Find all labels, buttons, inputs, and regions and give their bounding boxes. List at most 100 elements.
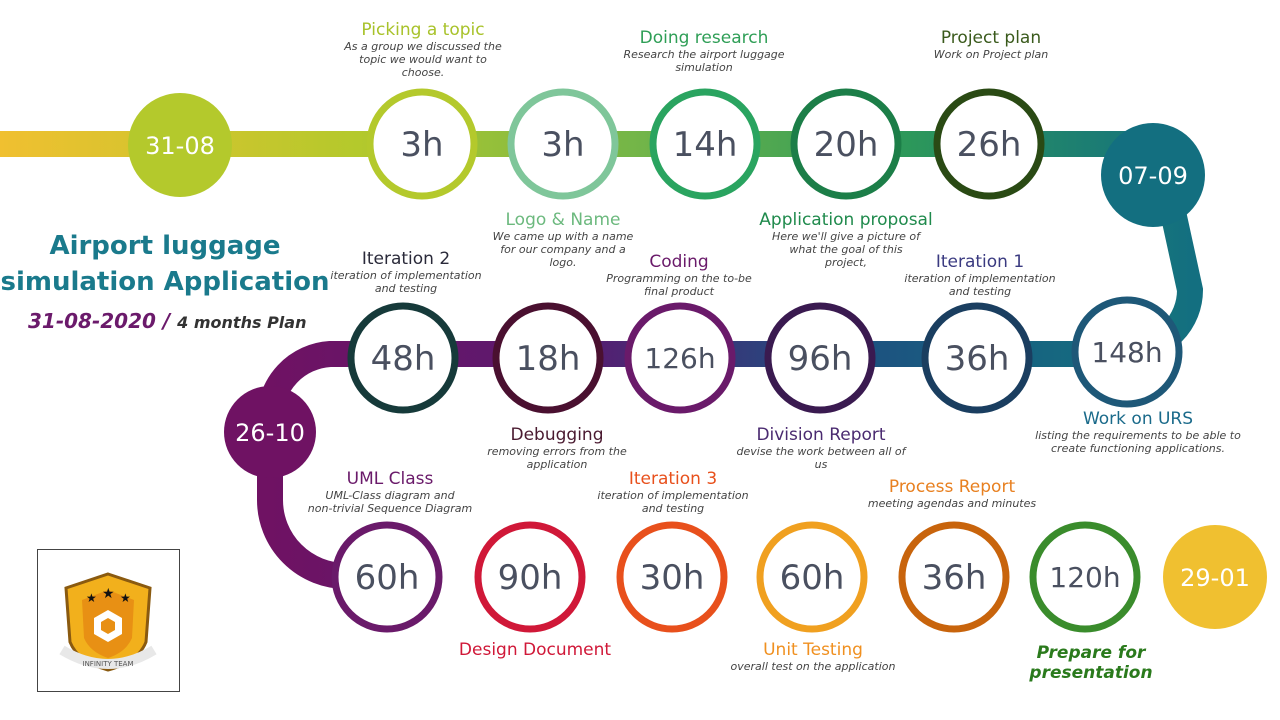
milestone-title: Iteration 3 xyxy=(628,469,718,489)
milestone-hours: 120h xyxy=(1049,561,1120,594)
milestone-title: Debugging xyxy=(510,425,604,445)
date-marker: 29-01 xyxy=(1163,525,1267,629)
milestone-ring xyxy=(898,521,1010,633)
milestone-description: Here we'll give a picture of what the goa… xyxy=(771,229,921,270)
milestone-label: Process Report meeting agendas and minute… xyxy=(867,478,1037,510)
milestone-ring xyxy=(1071,296,1183,408)
milestone-label: Work on URS listing the requirements to b… xyxy=(1035,409,1241,456)
milestone-title: Iteration 1 xyxy=(935,252,1025,272)
milestone-hours: 20h xyxy=(814,125,879,165)
milestone-title: Coding xyxy=(649,252,709,272)
milestone-description: Programming on the to-be final product xyxy=(606,271,752,299)
date-marker: 31-08 xyxy=(128,93,232,197)
milestone-title: Picking a topic xyxy=(361,20,485,40)
milestone-label: Application proposal Here we'll give a pi… xyxy=(759,210,933,270)
milestone: 3h xyxy=(507,88,619,200)
milestone: 126h xyxy=(624,302,736,414)
milestone-hours: 36h xyxy=(945,339,1010,379)
milestone-description: iteration of implementation and testing xyxy=(330,268,482,296)
page-title: Airport luggage simulation Application xyxy=(0,228,330,300)
date-marker: 26-10 xyxy=(224,386,316,478)
milestone-title: Application proposal xyxy=(759,210,933,230)
milestone-description: As a group we discussed the topic we woul… xyxy=(344,39,502,80)
date-label: 07-09 xyxy=(1118,162,1188,190)
milestone-hours: 126h xyxy=(644,342,715,375)
milestone-title: Prepare for presentation xyxy=(1029,643,1153,683)
milestone-label: Iteration 2 iteration of implementation an… xyxy=(330,250,482,296)
milestone-ring xyxy=(347,302,459,414)
milestone-description: Research the airport luggage simulation xyxy=(623,47,785,75)
milestone-label: Unit Testing overall test on the applicat… xyxy=(731,640,896,673)
milestone-ring xyxy=(756,521,868,633)
date-label: 26-10 xyxy=(235,419,305,447)
milestone: 14h xyxy=(649,88,761,200)
milestone-description: iteration of implementation and testing xyxy=(597,488,749,516)
milestone: 48h xyxy=(347,302,459,414)
milestone: 20h xyxy=(790,88,902,200)
milestone-description: devise the work between all of us xyxy=(736,444,906,472)
milestone-title: Project plan xyxy=(940,28,1042,48)
date-circle xyxy=(224,386,316,478)
milestone: 18h xyxy=(492,302,604,414)
milestone-label: Doing research Research the airport lugga… xyxy=(623,29,785,75)
milestone-description: UML-Class diagram and non-trivial Sequenc… xyxy=(307,488,473,516)
milestone-ring xyxy=(921,302,1033,414)
date-circle xyxy=(1163,525,1267,629)
milestone-title: Division Report xyxy=(756,425,886,445)
milestone: 148h xyxy=(1071,296,1183,408)
milestone-label: Debugging removing errors from the applica… xyxy=(487,425,627,472)
milestone-label: Project plan Work on Project plan xyxy=(934,28,1049,61)
milestone-description: removing errors from the application xyxy=(487,444,627,472)
milestone-hours: 18h xyxy=(516,339,581,379)
date-circle xyxy=(1101,123,1205,227)
milestone-label: Iteration 3 iteration of implementation an… xyxy=(597,469,749,516)
date-marker: 07-09 xyxy=(1101,123,1205,227)
milestone-label: Picking a topic As a group we discussed t… xyxy=(344,20,502,80)
milestone: 30h xyxy=(616,521,728,633)
milestone-title: Unit Testing xyxy=(763,640,863,660)
milestone-title: Design Document xyxy=(458,640,612,660)
milestone: 36h xyxy=(898,521,1010,633)
subtitle-plan: 4 months Plan xyxy=(177,313,307,332)
milestone-label: Division Report devise the work between a… xyxy=(736,425,906,472)
subtitle-date: 31-08-2020 / xyxy=(28,309,171,333)
milestone-ring xyxy=(764,302,876,414)
milestone-hours: 26h xyxy=(957,125,1022,165)
milestone-ring xyxy=(624,302,736,414)
milestone-description: iteration of implementation and testing xyxy=(904,271,1056,299)
milestone-hours: 3h xyxy=(541,125,584,165)
milestone-ring xyxy=(1029,521,1141,633)
milestone-title: Work on URS xyxy=(1082,409,1194,429)
milestone-hours: 148h xyxy=(1091,336,1162,369)
milestone-label: Iteration 1 iteration of implementation an… xyxy=(904,252,1056,299)
title-line2: simulation Application xyxy=(0,267,330,297)
milestone-hours: 60h xyxy=(780,558,845,598)
milestone-description: listing the requirements to be able to cr… xyxy=(1035,428,1241,456)
logo-text: INFINITY TEAM xyxy=(83,660,134,668)
milestone: 60h xyxy=(756,521,868,633)
milestone-hours: 36h xyxy=(922,558,987,598)
milestone: 90h xyxy=(474,521,586,633)
milestone-ring xyxy=(507,88,619,200)
date-label: 31-08 xyxy=(145,132,215,160)
milestone-hours: 60h xyxy=(355,558,420,598)
svg-text:★: ★ xyxy=(86,591,97,605)
milestone: 120h xyxy=(1029,521,1141,633)
milestone: 96h xyxy=(764,302,876,414)
milestone: 36h xyxy=(921,302,1033,414)
milestone: 3h xyxy=(366,88,478,200)
company-logo: ★ ★ ★ INFINITY TEAM xyxy=(37,549,180,692)
milestone-ring xyxy=(331,521,443,633)
milestone-description: meeting agendas and minutes xyxy=(867,496,1037,510)
milestone-label: Design Document xyxy=(458,640,612,660)
page-subtitle: 31-08-2020 / 4 months Plan xyxy=(28,309,306,333)
milestone-ring xyxy=(649,88,761,200)
milestone-hours: 48h xyxy=(371,339,436,379)
milestone-label: Logo & Name We came up with a name for our… xyxy=(493,211,634,269)
milestone-ring xyxy=(790,88,902,200)
milestone: 26h xyxy=(933,88,1045,200)
milestone-ring xyxy=(492,302,604,414)
milestone-ring xyxy=(366,88,478,200)
milestone-ring xyxy=(474,521,586,633)
